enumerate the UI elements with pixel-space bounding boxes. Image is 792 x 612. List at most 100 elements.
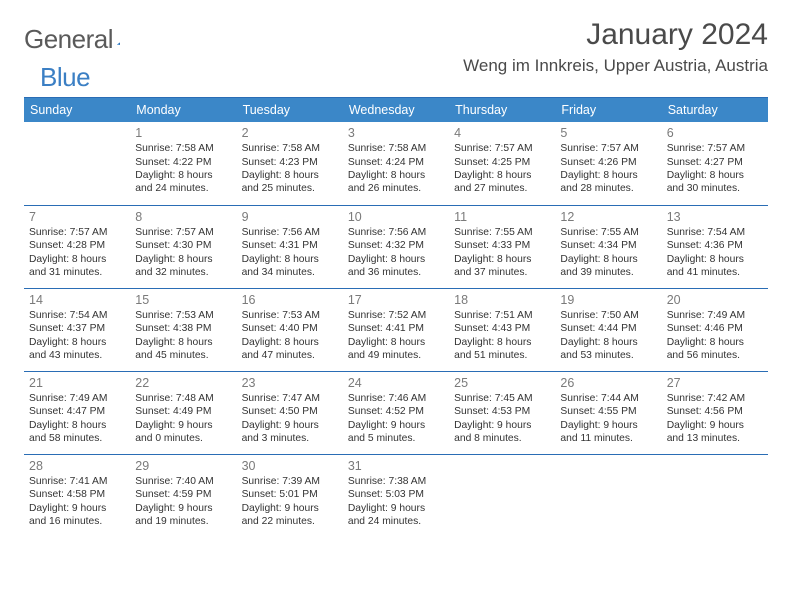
sunset-text: Sunset: 5:01 PM: [242, 488, 338, 501]
calendar-cell: 8Sunrise: 7:57 AMSunset: 4:30 PMDaylight…: [130, 205, 236, 288]
daylight-text: Daylight: 8 hours and 37 minutes.: [454, 253, 550, 280]
day-number: 18: [454, 292, 550, 308]
calendar-cell: 20Sunrise: 7:49 AMSunset: 4:46 PMDayligh…: [662, 288, 768, 371]
day-number: 11: [454, 209, 550, 225]
calendar-cell-empty: [662, 454, 768, 537]
calendar-cell: 27Sunrise: 7:42 AMSunset: 4:56 PMDayligh…: [662, 371, 768, 454]
sunrise-text: Sunrise: 7:56 AM: [348, 226, 444, 239]
calendar-cell: 22Sunrise: 7:48 AMSunset: 4:49 PMDayligh…: [130, 371, 236, 454]
calendar-cell: 12Sunrise: 7:55 AMSunset: 4:34 PMDayligh…: [555, 205, 661, 288]
day-number: 22: [135, 375, 231, 391]
daylight-text: Daylight: 8 hours and 45 minutes.: [135, 336, 231, 363]
calendar-cell: 9Sunrise: 7:56 AMSunset: 4:31 PMDaylight…: [237, 205, 343, 288]
calendar-cell: 14Sunrise: 7:54 AMSunset: 4:37 PMDayligh…: [24, 288, 130, 371]
sunset-text: Sunset: 4:27 PM: [667, 156, 763, 169]
sunset-text: Sunset: 4:58 PM: [29, 488, 125, 501]
day-number: 29: [135, 458, 231, 474]
sunset-text: Sunset: 4:24 PM: [348, 156, 444, 169]
title-block: January 2024 Weng im Innkreis, Upper Aus…: [463, 18, 768, 76]
daylight-text: Daylight: 8 hours and 53 minutes.: [560, 336, 656, 363]
sunrise-text: Sunrise: 7:54 AM: [667, 226, 763, 239]
sunrise-text: Sunrise: 7:57 AM: [667, 142, 763, 155]
sunset-text: Sunset: 4:53 PM: [454, 405, 550, 418]
calendar-cell-empty: [24, 122, 130, 205]
page-title: January 2024: [463, 18, 768, 52]
sunrise-text: Sunrise: 7:53 AM: [242, 309, 338, 322]
brand-part1: General: [24, 24, 113, 55]
day-number: 20: [667, 292, 763, 308]
day-number: 13: [667, 209, 763, 225]
col-friday: Friday: [555, 98, 661, 122]
sunset-text: Sunset: 4:26 PM: [560, 156, 656, 169]
daylight-text: Daylight: 9 hours and 19 minutes.: [135, 502, 231, 529]
calendar-table: Sunday Monday Tuesday Wednesday Thursday…: [24, 98, 768, 537]
calendar-cell: 25Sunrise: 7:45 AMSunset: 4:53 PMDayligh…: [449, 371, 555, 454]
sunrise-text: Sunrise: 7:40 AM: [135, 475, 231, 488]
day-number: 8: [135, 209, 231, 225]
sunset-text: Sunset: 4:59 PM: [135, 488, 231, 501]
calendar-cell: 26Sunrise: 7:44 AMSunset: 4:55 PMDayligh…: [555, 371, 661, 454]
calendar-cell: 15Sunrise: 7:53 AMSunset: 4:38 PMDayligh…: [130, 288, 236, 371]
calendar-cell: 30Sunrise: 7:39 AMSunset: 5:01 PMDayligh…: [237, 454, 343, 537]
day-number: 5: [560, 125, 656, 141]
day-number: 28: [29, 458, 125, 474]
calendar-cell: 3Sunrise: 7:58 AMSunset: 4:24 PMDaylight…: [343, 122, 449, 205]
calendar-row: 1Sunrise: 7:58 AMSunset: 4:22 PMDaylight…: [24, 122, 768, 205]
daylight-text: Daylight: 8 hours and 47 minutes.: [242, 336, 338, 363]
sunrise-text: Sunrise: 7:54 AM: [29, 309, 125, 322]
sunset-text: Sunset: 4:41 PM: [348, 322, 444, 335]
day-number: 24: [348, 375, 444, 391]
daylight-text: Daylight: 8 hours and 24 minutes.: [135, 169, 231, 196]
weekday-header-row: Sunday Monday Tuesday Wednesday Thursday…: [24, 98, 768, 122]
sunset-text: Sunset: 4:55 PM: [560, 405, 656, 418]
sunrise-text: Sunrise: 7:55 AM: [560, 226, 656, 239]
sunrise-text: Sunrise: 7:47 AM: [242, 392, 338, 405]
sunrise-text: Sunrise: 7:39 AM: [242, 475, 338, 488]
sunrise-text: Sunrise: 7:50 AM: [560, 309, 656, 322]
sunset-text: Sunset: 4:32 PM: [348, 239, 444, 252]
day-number: 2: [242, 125, 338, 141]
daylight-text: Daylight: 8 hours and 31 minutes.: [29, 253, 125, 280]
day-number: 9: [242, 209, 338, 225]
sunrise-text: Sunrise: 7:55 AM: [454, 226, 550, 239]
day-number: 17: [348, 292, 444, 308]
calendar-cell: 5Sunrise: 7:57 AMSunset: 4:26 PMDaylight…: [555, 122, 661, 205]
sunset-text: Sunset: 4:46 PM: [667, 322, 763, 335]
calendar-cell-empty: [449, 454, 555, 537]
daylight-text: Daylight: 8 hours and 26 minutes.: [348, 169, 444, 196]
calendar-cell: 11Sunrise: 7:55 AMSunset: 4:33 PMDayligh…: [449, 205, 555, 288]
calendar-cell: 21Sunrise: 7:49 AMSunset: 4:47 PMDayligh…: [24, 371, 130, 454]
day-number: 4: [454, 125, 550, 141]
calendar-cell-empty: [555, 454, 661, 537]
sunrise-text: Sunrise: 7:48 AM: [135, 392, 231, 405]
brand-triangle-icon: [117, 32, 120, 50]
brand-logo: General: [24, 24, 141, 55]
day-number: 1: [135, 125, 231, 141]
calendar-cell: 10Sunrise: 7:56 AMSunset: 4:32 PMDayligh…: [343, 205, 449, 288]
sunrise-text: Sunrise: 7:57 AM: [560, 142, 656, 155]
sunset-text: Sunset: 4:22 PM: [135, 156, 231, 169]
daylight-text: Daylight: 8 hours and 34 minutes.: [242, 253, 338, 280]
sunrise-text: Sunrise: 7:58 AM: [242, 142, 338, 155]
calendar-cell: 31Sunrise: 7:38 AMSunset: 5:03 PMDayligh…: [343, 454, 449, 537]
sunset-text: Sunset: 5:03 PM: [348, 488, 444, 501]
daylight-text: Daylight: 8 hours and 30 minutes.: [667, 169, 763, 196]
sunrise-text: Sunrise: 7:51 AM: [454, 309, 550, 322]
col-monday: Monday: [130, 98, 236, 122]
daylight-text: Daylight: 9 hours and 3 minutes.: [242, 419, 338, 446]
sunrise-text: Sunrise: 7:41 AM: [29, 475, 125, 488]
col-saturday: Saturday: [662, 98, 768, 122]
daylight-text: Daylight: 8 hours and 25 minutes.: [242, 169, 338, 196]
sunset-text: Sunset: 4:56 PM: [667, 405, 763, 418]
day-number: 16: [242, 292, 338, 308]
day-number: 7: [29, 209, 125, 225]
sunset-text: Sunset: 4:47 PM: [29, 405, 125, 418]
day-number: 15: [135, 292, 231, 308]
daylight-text: Daylight: 9 hours and 13 minutes.: [667, 419, 763, 446]
col-sunday: Sunday: [24, 98, 130, 122]
calendar-cell: 4Sunrise: 7:57 AMSunset: 4:25 PMDaylight…: [449, 122, 555, 205]
col-thursday: Thursday: [449, 98, 555, 122]
daylight-text: Daylight: 9 hours and 24 minutes.: [348, 502, 444, 529]
sunrise-text: Sunrise: 7:57 AM: [135, 226, 231, 239]
brand-part2: Blue: [40, 62, 90, 93]
